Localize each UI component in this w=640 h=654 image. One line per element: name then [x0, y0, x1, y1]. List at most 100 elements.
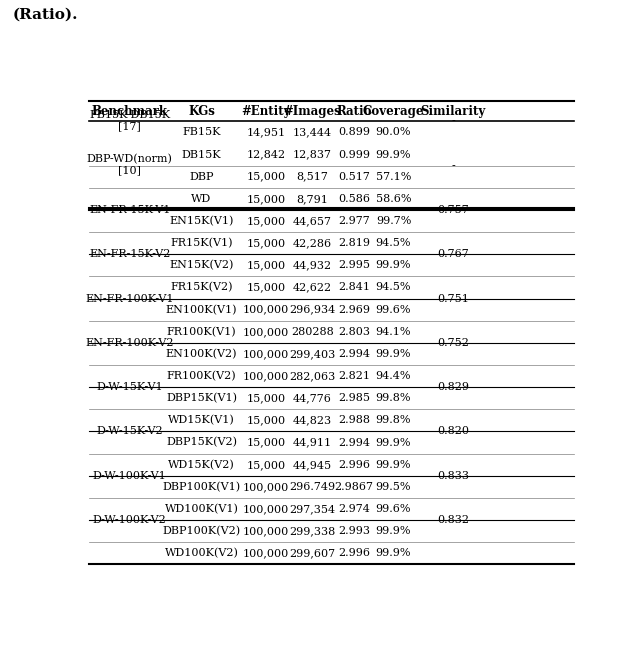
Text: 0.757: 0.757 [437, 205, 469, 215]
Text: FR100K(V2): FR100K(V2) [166, 371, 236, 381]
Text: 42,286: 42,286 [292, 238, 332, 248]
Text: D-W-15K-V2: D-W-15K-V2 [96, 426, 163, 436]
Text: 2.995: 2.995 [338, 260, 370, 270]
Text: 90.0%: 90.0% [376, 128, 412, 137]
Text: DBP15K(V1): DBP15K(V1) [166, 393, 237, 404]
Text: 15,000: 15,000 [246, 172, 285, 182]
Text: EN15K(V2): EN15K(V2) [170, 260, 234, 271]
Text: 0.899: 0.899 [338, 128, 370, 137]
Text: 2.969: 2.969 [338, 305, 370, 315]
Text: 44,932: 44,932 [292, 260, 332, 270]
Text: 57.1%: 57.1% [376, 172, 411, 182]
Text: D-W-100K-V1: D-W-100K-V1 [93, 471, 166, 481]
Text: WD100K(V1): WD100K(V1) [164, 504, 239, 514]
Text: 99.8%: 99.8% [376, 393, 412, 404]
Text: -: - [451, 161, 455, 171]
Text: 100,000: 100,000 [243, 349, 289, 359]
Text: 2.996: 2.996 [338, 548, 370, 559]
Text: 15,000: 15,000 [246, 216, 285, 226]
Text: (Ratio).: (Ratio). [13, 8, 78, 22]
Text: 2.993: 2.993 [338, 526, 370, 536]
Text: 44,657: 44,657 [292, 216, 332, 226]
Text: DB15K: DB15K [182, 150, 221, 160]
Text: EN-FR-100K-V1: EN-FR-100K-V1 [85, 294, 174, 303]
Text: #Images: #Images [284, 105, 341, 118]
Text: EN-FR-15K-V1: EN-FR-15K-V1 [89, 205, 170, 215]
Text: 296,934: 296,934 [289, 305, 335, 315]
Text: 15,000: 15,000 [246, 283, 285, 292]
Text: Ratio: Ratio [336, 105, 372, 118]
Text: 99.9%: 99.9% [376, 460, 412, 470]
Text: 99.7%: 99.7% [376, 216, 411, 226]
Text: [10]: [10] [118, 165, 141, 176]
Text: FB15K: FB15K [182, 128, 221, 137]
Text: 100,000: 100,000 [243, 504, 289, 514]
Text: 100,000: 100,000 [243, 327, 289, 337]
Text: 99.6%: 99.6% [376, 504, 412, 514]
Text: WD15K(V2): WD15K(V2) [168, 460, 235, 470]
Text: 44,945: 44,945 [292, 460, 332, 470]
Text: 58.6%: 58.6% [376, 194, 412, 204]
Text: 15,000: 15,000 [246, 393, 285, 404]
Text: 0.752: 0.752 [437, 338, 469, 348]
Text: Benchmark: Benchmark [92, 105, 168, 118]
Text: FR15K(V2): FR15K(V2) [170, 283, 233, 292]
Text: 15,000: 15,000 [246, 460, 285, 470]
Text: 99.9%: 99.9% [376, 150, 412, 160]
Text: 2.994: 2.994 [338, 438, 370, 447]
Text: 2.821: 2.821 [338, 371, 370, 381]
Text: 13,444: 13,444 [292, 128, 332, 137]
Text: 100,000: 100,000 [243, 305, 289, 315]
Text: WD15K(V1): WD15K(V1) [168, 415, 235, 426]
Text: 15,000: 15,000 [246, 238, 285, 248]
Text: 44,911: 44,911 [292, 438, 332, 447]
Text: 2.985: 2.985 [338, 393, 370, 404]
Text: 2.9867: 2.9867 [334, 482, 373, 492]
Text: 100,000: 100,000 [243, 371, 289, 381]
Text: Coverage: Coverage [363, 105, 424, 118]
Text: EN-FR-100K-V2: EN-FR-100K-V2 [85, 338, 174, 348]
Text: 99.8%: 99.8% [376, 415, 412, 425]
Text: 14,951: 14,951 [246, 128, 285, 137]
Text: 8,791: 8,791 [296, 194, 328, 204]
Text: 15,000: 15,000 [246, 260, 285, 270]
Text: EN100K(V1): EN100K(V1) [166, 305, 237, 315]
Text: WD100K(V2): WD100K(V2) [164, 548, 239, 559]
Text: D-W-100K-V2: D-W-100K-V2 [93, 515, 166, 525]
Text: 99.9%: 99.9% [376, 438, 412, 447]
Text: DBP-WD(norm): DBP-WD(norm) [86, 154, 173, 165]
Text: -: - [451, 116, 455, 126]
Text: 2.819: 2.819 [338, 238, 370, 248]
Text: D-W-15K-V1: D-W-15K-V1 [96, 382, 163, 392]
Text: 99.9%: 99.9% [376, 548, 412, 559]
Text: DBP100K(V2): DBP100K(V2) [163, 526, 241, 536]
Text: EN15K(V1): EN15K(V1) [170, 216, 234, 226]
Text: 42,622: 42,622 [292, 283, 332, 292]
Text: 99.6%: 99.6% [376, 305, 412, 315]
Text: 94.4%: 94.4% [376, 371, 412, 381]
Text: 0.829: 0.829 [437, 382, 469, 392]
Text: 299,338: 299,338 [289, 526, 335, 536]
Text: 0.517: 0.517 [338, 172, 370, 182]
Text: 2.803: 2.803 [338, 327, 370, 337]
Text: 94.5%: 94.5% [376, 283, 412, 292]
Text: 0.751: 0.751 [437, 294, 469, 303]
Text: FR15K(V1): FR15K(V1) [170, 238, 233, 249]
Text: 0.833: 0.833 [437, 471, 469, 481]
Text: EN-FR-15K-V2: EN-FR-15K-V2 [89, 249, 170, 259]
Text: 0.820: 0.820 [437, 426, 469, 436]
Text: 99.9%: 99.9% [376, 526, 412, 536]
Text: 12,842: 12,842 [246, 150, 285, 160]
Text: [17]: [17] [118, 122, 141, 131]
Text: 100,000: 100,000 [243, 482, 289, 492]
Text: Similarity: Similarity [420, 105, 486, 118]
Text: 99.5%: 99.5% [376, 482, 412, 492]
Text: WD: WD [191, 194, 212, 204]
Text: 94.1%: 94.1% [376, 327, 412, 337]
Text: 100,000: 100,000 [243, 526, 289, 536]
Text: 12,837: 12,837 [292, 150, 332, 160]
Text: 99.9%: 99.9% [376, 349, 412, 359]
Text: 2.988: 2.988 [338, 415, 370, 425]
Text: 2.994: 2.994 [338, 349, 370, 359]
Text: 299,403: 299,403 [289, 349, 335, 359]
